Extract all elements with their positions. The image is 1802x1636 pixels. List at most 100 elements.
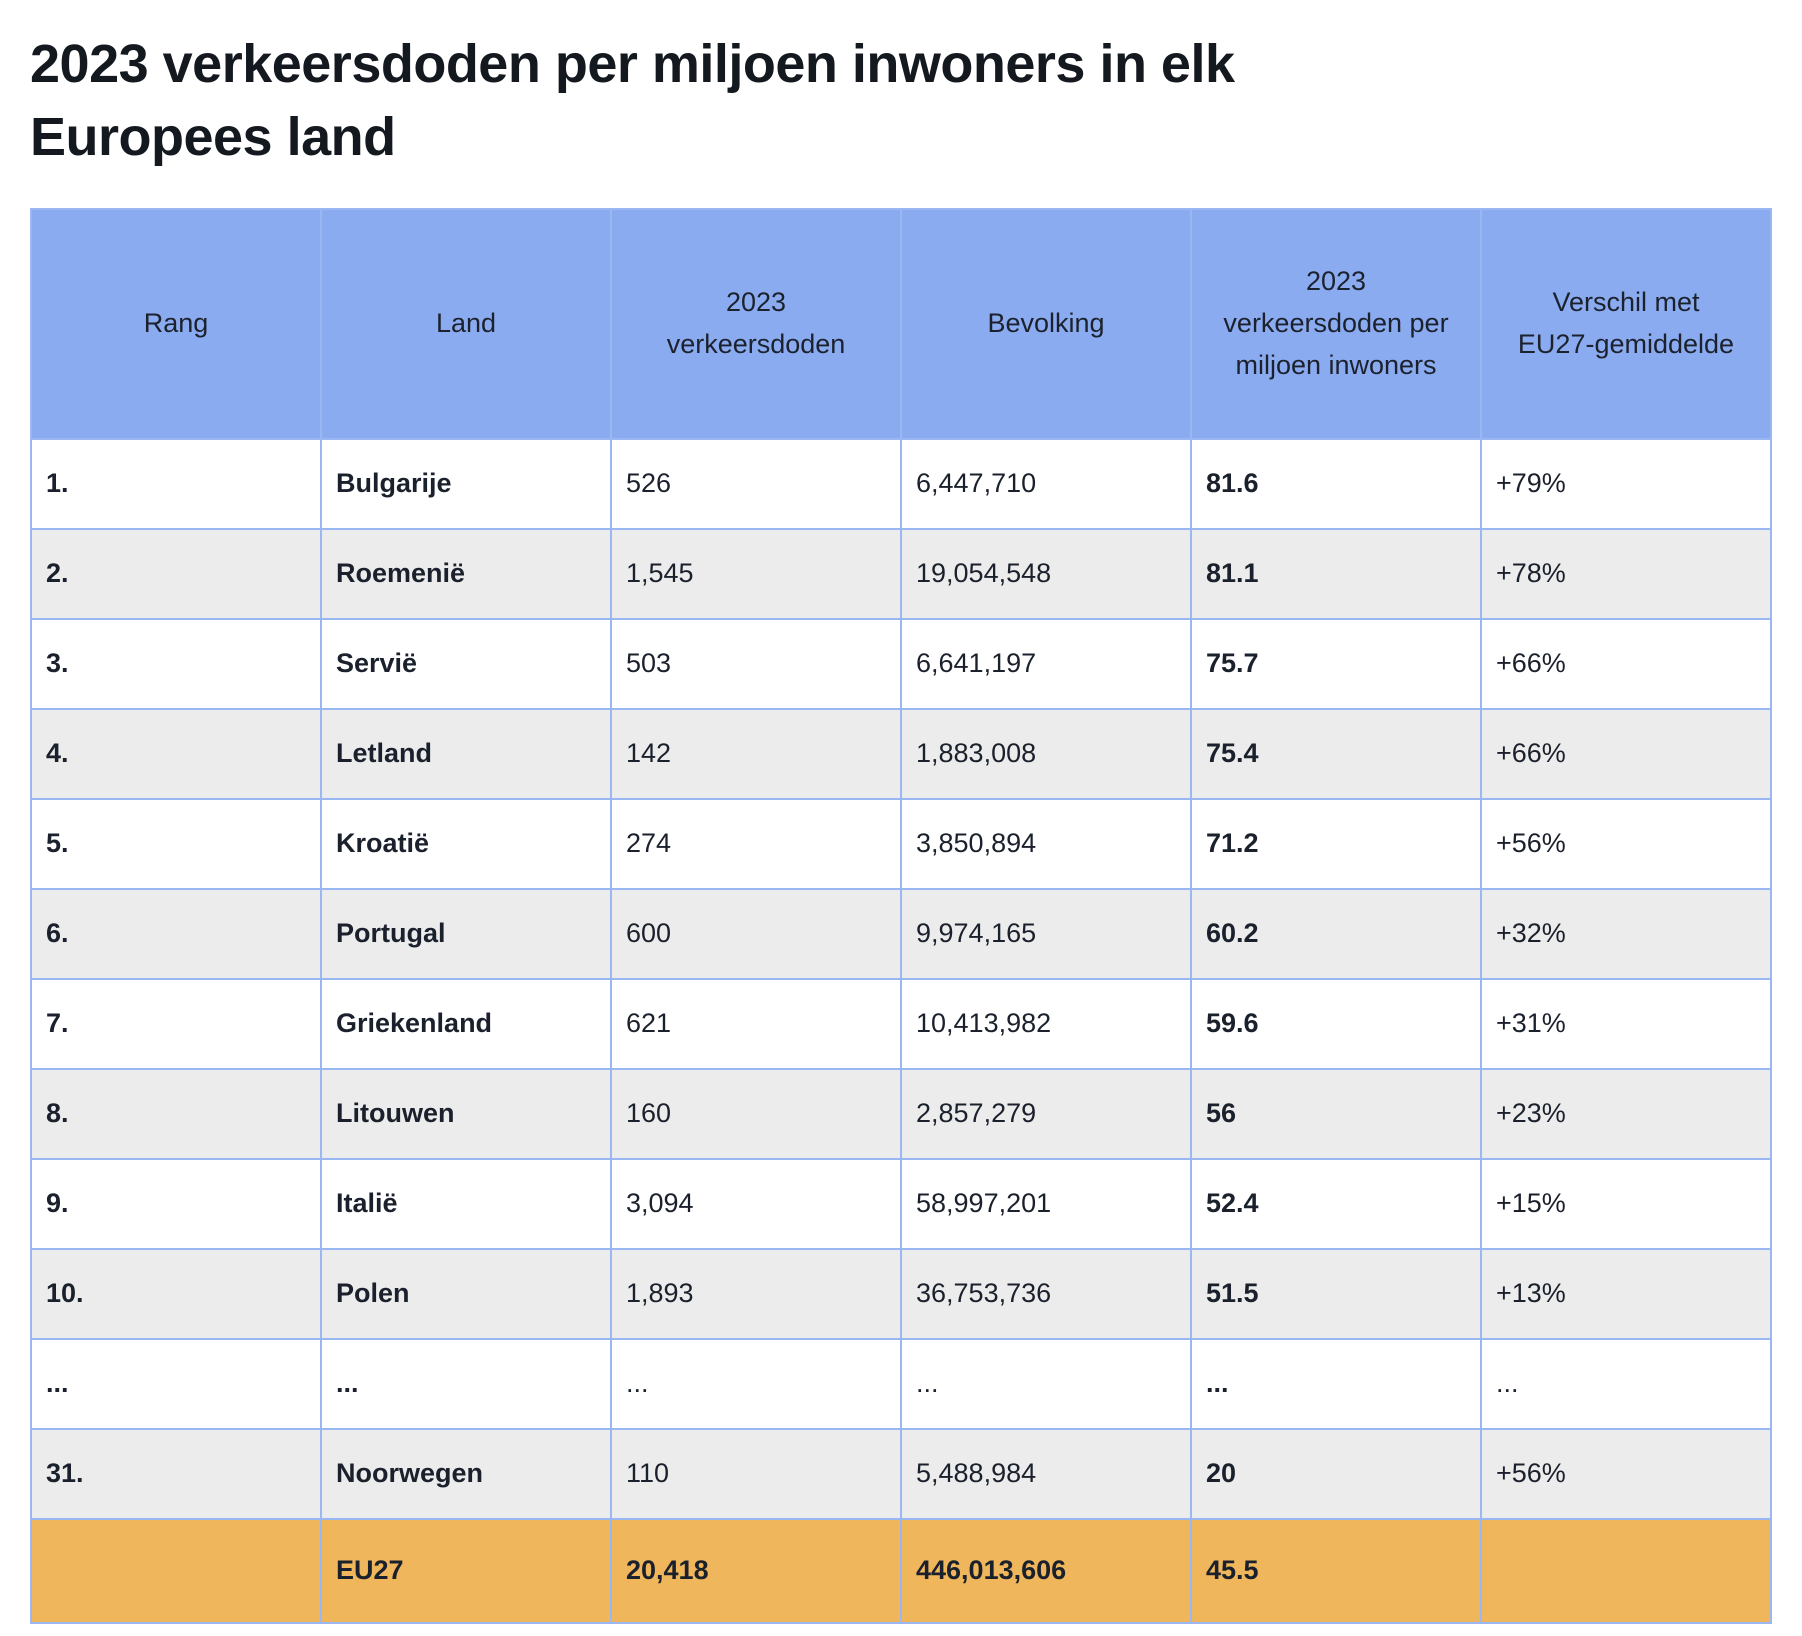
rank-cell: 8.	[30, 1067, 322, 1160]
rate-cell: 56	[1190, 1067, 1482, 1160]
diff-cell: ...	[1480, 1337, 1772, 1430]
table-row: 9. Italië 3,094 58,997,201 52.4 +15%	[30, 1157, 1772, 1250]
table-row: 5. Kroatië 274 3,850,894 71.2 +56%	[30, 797, 1772, 890]
rate-cell: 59.6	[1190, 977, 1482, 1070]
header-row: Rang Land 2023 verkeersdoden Bevolking 2023 …	[30, 207, 1772, 440]
rank-cell: 9.	[30, 1157, 322, 1250]
column-header: Verschil met EU27-gemiddelde	[1480, 207, 1772, 440]
country-cell: Roemenië	[320, 527, 612, 620]
deaths-cell: 526	[610, 437, 902, 530]
country-cell: ...	[320, 1337, 612, 1430]
population-cell: ...	[900, 1337, 1192, 1430]
deaths-cell: 160	[610, 1067, 902, 1160]
footer-row: EU27 20,418 446,013,606 45.5	[30, 1517, 1772, 1624]
footer-rank-cell	[30, 1517, 322, 1624]
rank-cell: 31.	[30, 1427, 322, 1520]
deaths-cell: 600	[610, 887, 902, 980]
footer-rate-cell: 45.5	[1190, 1517, 1482, 1624]
diff-cell: +56%	[1480, 797, 1772, 890]
country-cell: Servië	[320, 617, 612, 710]
country-cell: Griekenland	[320, 977, 612, 1070]
deaths-cell: 621	[610, 977, 902, 1070]
population-cell: 5,488,984	[900, 1427, 1192, 1520]
population-cell: 6,447,710	[900, 437, 1192, 530]
rate-cell: 52.4	[1190, 1157, 1482, 1250]
diff-cell: +78%	[1480, 527, 1772, 620]
diff-cell: +31%	[1480, 977, 1772, 1070]
rate-cell: 20	[1190, 1427, 1482, 1520]
rate-cell: 60.2	[1190, 887, 1482, 980]
table-row: 6. Portugal 600 9,974,165 60.2 +32%	[30, 887, 1772, 980]
population-cell: 3,850,894	[900, 797, 1192, 890]
country-cell: Litouwen	[320, 1067, 612, 1160]
rate-cell: 71.2	[1190, 797, 1482, 890]
column-header: Bevolking	[900, 207, 1192, 440]
footer-population-cell: 446,013,606	[900, 1517, 1192, 1624]
rank-cell: ...	[30, 1337, 322, 1430]
footer-diff-cell	[1480, 1517, 1772, 1624]
rate-cell: 81.6	[1190, 437, 1482, 530]
traffic-deaths-table: Rang Land 2023 verkeersdoden Bevolking 2023 …	[30, 207, 1772, 1624]
rank-cell: 6.	[30, 887, 322, 980]
rank-cell: 4.	[30, 707, 322, 800]
diff-cell: +79%	[1480, 437, 1772, 530]
diff-cell: +56%	[1480, 1427, 1772, 1520]
column-header: Land	[320, 207, 612, 440]
population-cell: 10,413,982	[900, 977, 1192, 1070]
rate-cell: 75.4	[1190, 707, 1482, 800]
rank-cell: 7.	[30, 977, 322, 1070]
table-row: ..................	[30, 1337, 1772, 1430]
diff-cell: +32%	[1480, 887, 1772, 980]
rank-cell: 5.	[30, 797, 322, 890]
population-cell: 19,054,548	[900, 527, 1192, 620]
diff-cell: +66%	[1480, 617, 1772, 710]
rate-cell: ...	[1190, 1337, 1482, 1430]
diff-cell: +13%	[1480, 1247, 1772, 1340]
diff-cell: +15%	[1480, 1157, 1772, 1250]
deaths-cell: ...	[610, 1337, 902, 1430]
country-cell: Letland	[320, 707, 612, 800]
diff-cell: +66%	[1480, 707, 1772, 800]
population-cell: 9,974,165	[900, 887, 1192, 980]
rate-cell: 81.1	[1190, 527, 1482, 620]
deaths-cell: 503	[610, 617, 902, 710]
rank-cell: 1.	[30, 437, 322, 530]
population-cell: 1,883,008	[900, 707, 1192, 800]
deaths-cell: 142	[610, 707, 902, 800]
column-header: Rang	[30, 207, 322, 440]
population-cell: 6,641,197	[900, 617, 1192, 710]
table-body: 1. Bulgarije 526 6,447,710 81.6 +79% 2. Roemeni…	[30, 437, 1772, 1520]
rank-cell: 2.	[30, 527, 322, 620]
population-cell: 36,753,736	[900, 1247, 1192, 1340]
deaths-cell: 274	[610, 797, 902, 890]
country-cell: Noorwegen	[320, 1427, 612, 1520]
population-cell: 2,857,279	[900, 1067, 1192, 1160]
page-title: 2023 verkeersdoden per miljoen inwoners …	[30, 34, 1235, 167]
table-row: 1. Bulgarije 526 6,447,710 81.6 +79%	[30, 437, 1772, 530]
country-cell: Kroatië	[320, 797, 612, 890]
table-row: 7. Griekenland 621 10,413,982 59.6 +31%	[30, 977, 1772, 1070]
rate-cell: 51.5	[1190, 1247, 1482, 1340]
column-header: 2023 verkeersdoden per miljoen inwoners	[1190, 207, 1482, 440]
column-header: 2023 verkeersdoden	[610, 207, 902, 440]
diff-cell: +23%	[1480, 1067, 1772, 1160]
country-cell: Polen	[320, 1247, 612, 1340]
table-row: 3. Servië 503 6,641,197 75.7 +66%	[30, 617, 1772, 710]
deaths-cell: 1,893	[610, 1247, 902, 1340]
rate-cell: 75.7	[1190, 617, 1482, 710]
footer-deaths-cell: 20,418	[610, 1517, 902, 1624]
deaths-cell: 3,094	[610, 1157, 902, 1250]
country-cell: Italië	[320, 1157, 612, 1250]
deaths-cell: 110	[610, 1427, 902, 1520]
footer-country-cell: EU27	[320, 1517, 612, 1624]
table-row: 31. Noorwegen 110 5,488,984 20 +56%	[30, 1427, 1772, 1520]
table-row: 2. Roemenië 1,545 19,054,548 81.1 +78%	[30, 527, 1772, 620]
table-row: 8. Litouwen 160 2,857,279 56 +23%	[30, 1067, 1772, 1160]
rank-cell: 10.	[30, 1247, 322, 1340]
table-row: 4. Letland 142 1,883,008 75.4 +66%	[30, 707, 1772, 800]
country-cell: Bulgarije	[320, 437, 612, 530]
deaths-cell: 1,545	[610, 527, 902, 620]
population-cell: 58,997,201	[900, 1157, 1192, 1250]
table-row: 10. Polen 1,893 36,753,736 51.5 +13%	[30, 1247, 1772, 1340]
